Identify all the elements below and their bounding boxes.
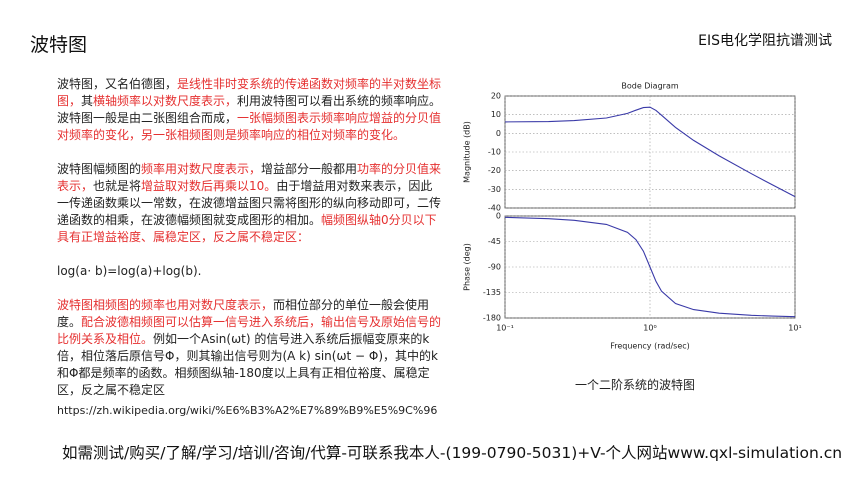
- text-run: 其: [81, 94, 94, 108]
- data-line: [504, 216, 796, 318]
- paragraph: log(a· b)=log(a)+log(b).: [57, 263, 443, 280]
- text-run: 也就是将: [93, 179, 142, 193]
- y-axis-label: Magnitude (dB): [463, 121, 472, 183]
- y-tick-label: -135: [483, 288, 501, 297]
- y-tick-label: 0: [496, 212, 501, 221]
- y-tick-label: -10: [488, 148, 501, 157]
- x-tick-label: 10¹: [788, 324, 801, 333]
- x-tick-label: 10⁻¹: [496, 324, 514, 333]
- bode-chart: Bode Diagram Magnitude (dB) -40 -30 -20 -10 0 1…: [463, 82, 802, 351]
- y-tick-label: -40: [488, 204, 501, 213]
- text-run: 是线性非时变系统的传递函数对频率的半对数坐标图，: [57, 77, 442, 108]
- text-run: 功率的分贝值来表示，: [57, 162, 442, 193]
- paragraph: 波特图相频图的频率也用对数尺度表示，而相位部分的单位一般会使用度。配合波德相频图…: [57, 297, 443, 399]
- text-run: 配合波德相频图可以估算一信号进入系统后，输出信号及原始信号的比例关系及相位。: [57, 315, 442, 346]
- text-run: 增益部分一般都用: [261, 162, 358, 176]
- y-tick-label: -30: [488, 185, 501, 194]
- y-tick-label: -45: [488, 237, 501, 246]
- text-run: 由于增益用对数来表示，因此一传递函数乘以一常数，在波德增益图只需将图形的纵向移动…: [57, 179, 442, 227]
- y-tick-label: -20: [488, 166, 501, 175]
- caption: 一个二阶系统的波特图: [575, 378, 696, 392]
- text-run: 利用波特图可以看出系统的频率响应。波特图一般是由二张图组合而成，: [57, 94, 442, 125]
- paragraph: 波特图，又名伯德图，是线性非时变系统的传递函数对频率的半对数坐标图，其横轴频率以…: [57, 76, 443, 144]
- x-axis-label: Frequency (rad/sec): [610, 342, 690, 351]
- text-run: 一张幅频图表示频率响应增益的分贝值对频率的变化，另一张相频图则是频率响应的相位对…: [57, 111, 442, 142]
- paragraph: 波特图幅频图的频率用对数尺度表示，增益部分一般都用功率的分贝值来表示，也就是将增…: [57, 161, 443, 246]
- text-run: log(a· b)=log(a)+log(b).: [57, 264, 202, 278]
- text-run: 而相位部分的单位一般会使用度。: [57, 298, 430, 329]
- y-tick-label: -90: [488, 263, 501, 272]
- y-axis-label: Phase (deg): [463, 243, 472, 291]
- y-tick-label: -180: [483, 314, 501, 323]
- text-run: 波特图幅频图的: [57, 162, 142, 176]
- source-url: https://zh.wikipedia.org/wiki/%E6%B3%A2%…: [57, 404, 438, 417]
- y-tick-label: 20: [491, 92, 501, 101]
- body-text: 波特图，又名伯德图，是线性非时变系统的传递函数对频率的半对数坐标图，其横轴频率以…: [57, 76, 443, 416]
- y-tick-label: 0: [496, 129, 501, 138]
- text-run: 幅频图纵轴0分贝以下具有正增益裕度、属稳定区，反之属不稳定区：: [57, 213, 437, 244]
- text-run: 波特图相频图的频率也用对数尺度表示，: [57, 298, 274, 312]
- chart-title: Bode Diagram: [621, 82, 678, 91]
- slide-title: 波特图: [30, 34, 88, 56]
- x-tick-label: 10⁰: [643, 324, 656, 333]
- data-line: [504, 106, 796, 198]
- slide-subtitle: EIS电化学阻抗谱测试: [698, 33, 832, 49]
- footer: 如需测试/购买/了解/学习/培训/咨询/代算-可联系我本人-(199-0790-…: [62, 444, 843, 462]
- text-run: 增益取对数后再乘以10。: [141, 179, 277, 193]
- text-run: 横轴频率以对数尺度表示，: [93, 94, 238, 108]
- y-tick-label: 10: [491, 110, 501, 119]
- text-run: 频率用对数尺度表示，: [141, 162, 262, 176]
- text-run: 例如一个Asin(ωt) 的信号进入系统后振幅变原来的k倍，相位落后原信号Φ，则…: [57, 332, 438, 397]
- text-run: 波特图，又名伯德图，: [57, 77, 178, 91]
